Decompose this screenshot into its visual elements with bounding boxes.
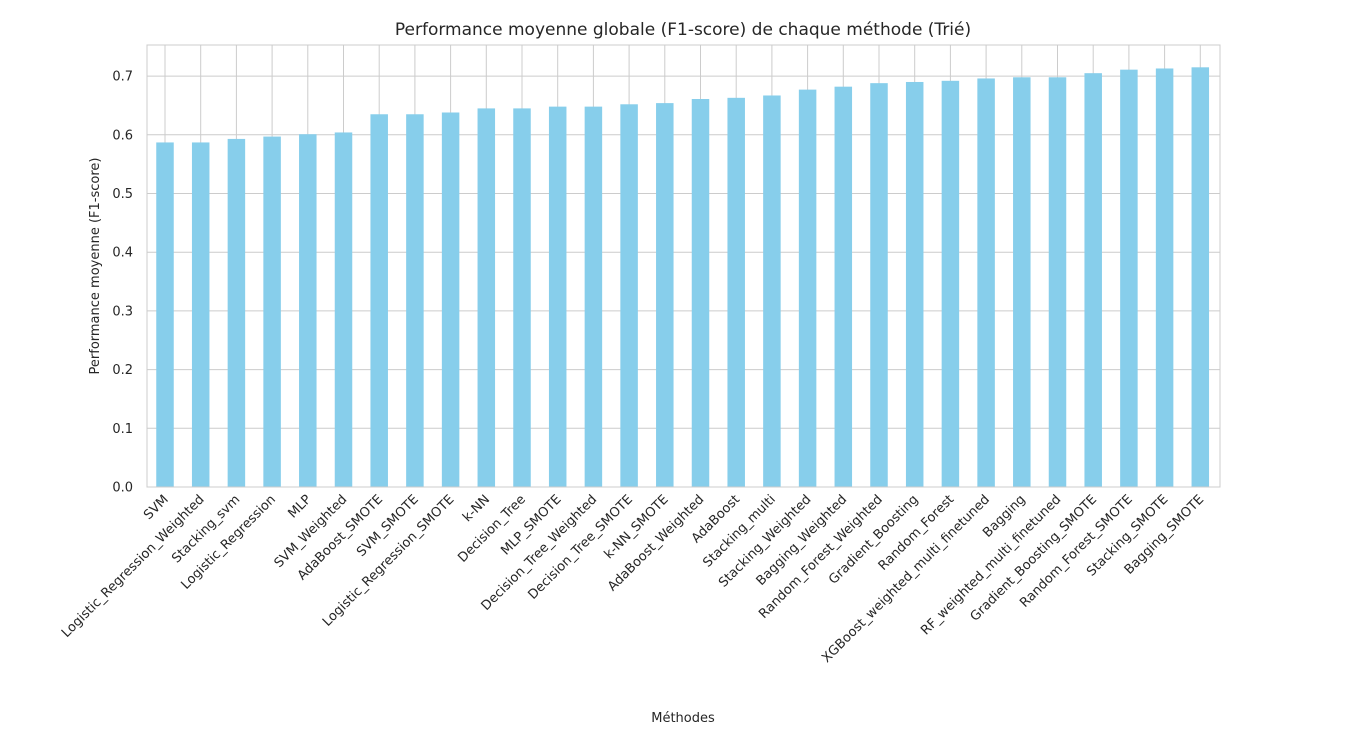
bar-AdaBoost_SMOTE — [370, 114, 388, 487]
bar-Random_Forest_SMOTE — [1120, 69, 1138, 488]
y-tick-label: 0.0 — [112, 481, 133, 496]
bar-XGBoost_weighted_multi_finetuned — [977, 78, 995, 488]
bar-Stacking_SMOTE — [1155, 68, 1174, 487]
bar-k-NN_SMOTE — [656, 103, 674, 487]
bar-AdaBoost — [727, 97, 745, 488]
y-tick-label: 0.1 — [112, 422, 133, 437]
bar-Logistic_Regression — [263, 136, 281, 488]
bar-Stacking_svm — [227, 138, 246, 487]
y-tick-label: 0.5 — [112, 187, 133, 202]
bar-AdaBoost_Weighted — [691, 99, 710, 487]
bar-k-NN — [477, 108, 496, 488]
bar-RF_weighted_multi_finetuned — [1048, 77, 1067, 488]
bar-MLP — [299, 134, 317, 487]
bar-Random_Forest_Weighted — [870, 83, 888, 487]
bar-SVM_SMOTE — [406, 114, 424, 487]
bar-SVM_Weighted — [334, 132, 353, 488]
bar-Logistic_Regression_Weighted — [191, 142, 210, 487]
bar-SVM — [156, 142, 174, 487]
y-axis-label: Performance moyenne (F1-score) — [88, 158, 103, 375]
y-tick-labels: 0.0 0.1 0.2 0.3 0.4 0.5 0.6 0.7 — [112, 70, 133, 496]
x-axis-label: Méthodes — [651, 711, 715, 726]
bar-Logistic_Regression_SMOTE — [441, 112, 460, 487]
bars — [156, 67, 1210, 488]
bar-Decision_Tree — [513, 108, 531, 488]
chart-title: Performance moyenne globale (F1-score) d… — [395, 20, 971, 40]
bar-Bagging — [1013, 77, 1031, 488]
y-tick-label: 0.4 — [112, 246, 133, 261]
bar-Stacking_multi — [763, 95, 781, 487]
bar-Random_Forest — [941, 80, 960, 488]
bar-Decision_Tree_Weighted — [584, 106, 603, 487]
y-tick-label: 0.7 — [112, 70, 133, 85]
bar-Bagging_Weighted — [834, 86, 853, 487]
y-tick-label: 0.6 — [112, 128, 133, 143]
y-tick-label: 0.3 — [112, 304, 133, 319]
bar-Bagging_SMOTE — [1191, 67, 1210, 487]
y-tick-label: 0.2 — [112, 363, 133, 378]
bar-Gradient_Boosting — [905, 81, 924, 488]
bar-Decision_Tree_SMOTE — [620, 104, 638, 487]
bar-Gradient_Boosting_SMOTE — [1084, 73, 1102, 488]
bar-Stacking_Weighted — [798, 89, 817, 487]
bar-MLP_SMOTE — [548, 106, 567, 487]
plot-frame — [146, 44, 1221, 488]
